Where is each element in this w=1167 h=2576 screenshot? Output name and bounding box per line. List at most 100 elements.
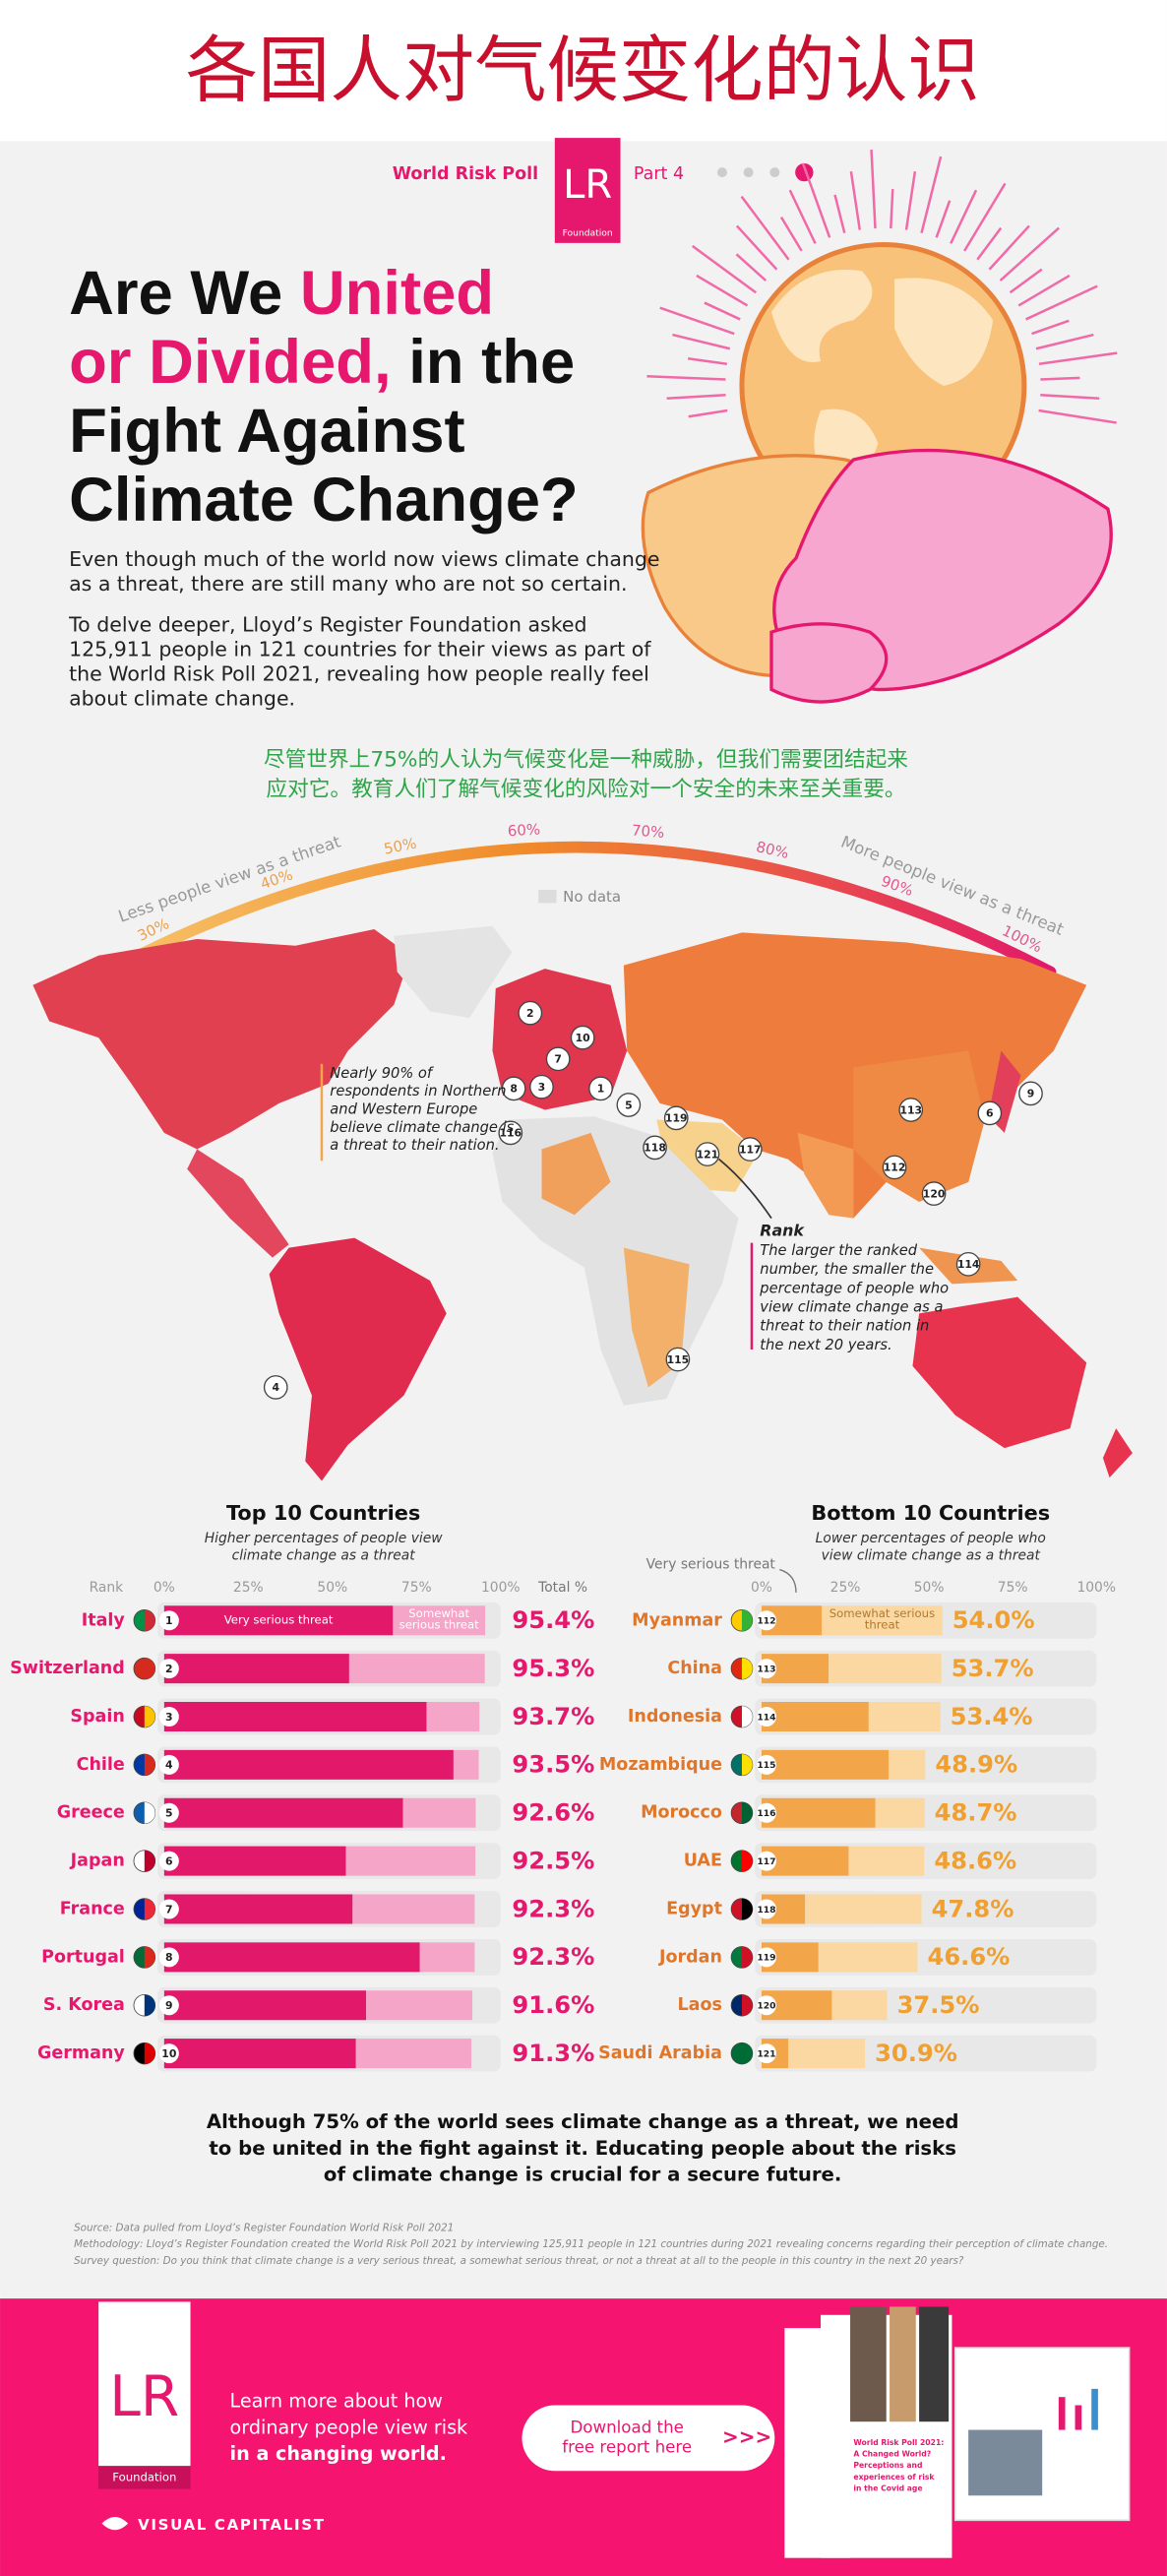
rank-note-title: Rank [760,1221,805,1239]
poll-name: World Risk Poll [393,164,538,184]
category-label: Mozambique [599,1755,722,1775]
rank-marker [695,1142,720,1166]
bar-segment [419,1942,475,1973]
total-label: 91.6% [512,1991,594,2019]
rank-marker-label: 115 [667,1353,690,1366]
rank-badge-label: 7 [165,1903,173,1916]
button-text[interactable]: Download the [570,2418,683,2436]
intro-text: To delve deeper, Lloyd’s Register Founda… [68,612,586,636]
page-chart [1091,2388,1098,2430]
europe-note: a threat to their nation. [330,1137,499,1154]
rank-badge-label: 119 [757,1953,775,1964]
legend-arrow [779,1568,797,1593]
brand-icon [101,2516,129,2531]
report-covers [784,2306,1131,2558]
total-label: 46.6% [928,1943,1011,1971]
illustration [641,150,1118,704]
report-cover-text: A Changed World? [853,2450,931,2459]
sun-ray [735,224,778,271]
intro-text: the World Risk Poll 2021, revealing how … [69,662,649,686]
category-label: Morocco [641,1803,722,1823]
rank-badge-label: 114 [757,1712,775,1723]
sun-ray [1035,333,1094,350]
europe-note: Nearly 90% of [330,1065,434,1082]
rank-marker [545,1046,571,1072]
total-label: 93.7% [512,1703,594,1730]
rank-badge [756,1851,776,1871]
category-label: S. Korea [43,1995,125,2015]
legend-label: Somewhat serious threat [399,1606,479,1632]
india [797,1132,854,1219]
europe-note: respondents in Northern [330,1083,506,1100]
bar-segment [822,1605,943,1636]
sun-ray [672,333,731,350]
bar-segment [875,1797,925,1828]
sun-ray [1038,351,1118,365]
footer-text: ordinary people view risk [230,2416,469,2438]
source: Source: Data pulled from Lloyd’s Registe… [74,2222,454,2233]
x-tick-label: 0% [154,1580,175,1596]
rank-badge [158,1851,179,1871]
logo-sub: Foundation [563,227,613,238]
total-label: 92.6% [512,1799,594,1827]
rank-marker [518,1000,543,1026]
brand: VISUAL CAPITALIST [138,2516,326,2534]
rank-marker [498,1120,523,1146]
bar-segment [402,1797,476,1828]
greenland [394,925,513,1019]
total-label: 95.3% [512,1655,594,1682]
bar-segment [788,2039,866,2069]
rank-marker-label: 112 [884,1162,906,1174]
rank-badge [158,1947,179,1968]
category-label: Portugal [41,1947,125,1967]
button-arrows[interactable]: >>> [722,2424,771,2448]
rank-marker [263,1375,288,1400]
total-label: 95.4% [512,1606,594,1634]
sun-ray [1009,268,1043,294]
legend-label: Somewhat serious threat [829,1606,936,1632]
central-america [187,1149,289,1258]
total-label: 93.5% [512,1751,594,1779]
total-label: 30.9% [875,2040,957,2067]
europe-note: believe climate change is [330,1119,514,1136]
download-button[interactable] [522,2405,775,2472]
total-label: 92.3% [512,1943,594,1971]
bar-segment [163,1749,454,1780]
total-label: 92.5% [512,1847,594,1874]
rank-marker-label: 3 [538,1081,546,1094]
x-tick-label: 25% [830,1580,861,1596]
total-label: 48.9% [935,1751,1017,1779]
globe-land [770,270,873,362]
bar-segment [355,2039,472,2069]
category-label: UAE [684,1852,722,1871]
rank-badge-label: 118 [757,1905,775,1916]
x-tick-label: 0% [751,1580,772,1596]
rank-badge [158,1706,179,1728]
total-label: 53.7% [952,1655,1034,1682]
legend-label-box: Very serious threat [224,1614,334,1626]
rank-marker-label: 10 [576,1032,591,1044]
x-tick-label: 75% [401,1580,432,1596]
intro-text: 125,911 people in 121 countries for thei… [69,638,651,661]
page-dot [743,167,754,178]
note-arrow [718,1158,772,1220]
sun-ray [999,226,1060,282]
bar-segment [163,1605,394,1636]
total-label: 47.8% [932,1895,1014,1922]
legend-label-box: Somewhat serious threat [829,1606,936,1632]
flag-part [741,1658,753,1679]
australia [912,1296,1087,1449]
button-text[interactable]: free report here [562,2437,692,2456]
page-photo [968,2429,1043,2496]
flag-part [144,1706,155,1728]
category-label: Myanmar [632,1610,722,1630]
conclusion: Although 75% of the world sees climate c… [207,2110,959,2133]
rank-marker-label: 120 [923,1187,946,1200]
rank-note: The larger the ranked [760,1242,918,1259]
sun-ray [801,162,831,238]
title-cn: 各国人对气候变化的认识 [186,30,980,113]
chart-subtitle: view climate change as a threat [822,1547,1041,1563]
sun-ray [779,216,803,252]
europe-note: and Western Europe [330,1101,477,1118]
